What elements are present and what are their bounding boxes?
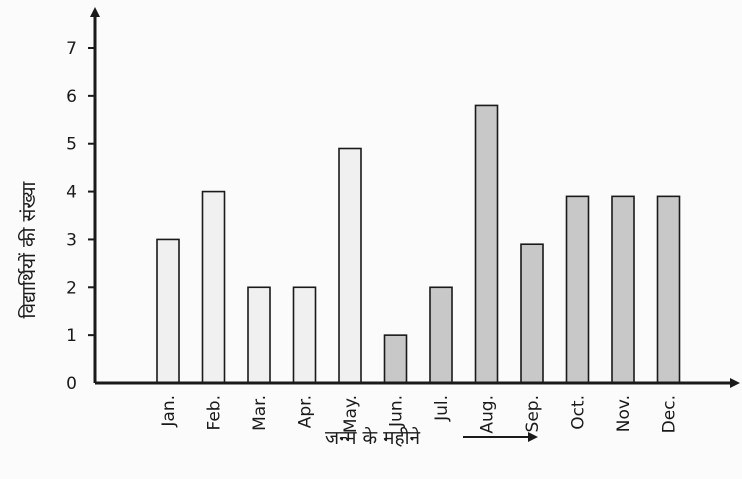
x-tick-label-mar: Mar. (250, 395, 270, 431)
bar-dec (656, 195, 681, 384)
y-tick-label-5: 5 (66, 135, 77, 155)
x-tick-label-dec: Dec. (660, 395, 680, 433)
bar-oct (565, 195, 590, 384)
x-tick-label-apr: Apr. (296, 395, 316, 428)
bar-aug (474, 104, 499, 384)
x-tick-label-jan: Jan. (159, 395, 179, 428)
bar-feb (201, 190, 226, 384)
bar-nov (611, 195, 635, 384)
x-tick-label-sep: Sep. (523, 395, 543, 432)
x-tick-label-may: May. (341, 395, 361, 433)
x-tick-label-jul: Jul. (432, 395, 452, 422)
y-ticks-group: 0 1 2 3 4 5 6 7 (66, 39, 95, 394)
y-tick-label-2: 2 (66, 278, 77, 298)
bar-jul (429, 286, 453, 384)
bar-mar (247, 286, 271, 384)
bar-jan (156, 238, 180, 384)
y-tick-label-1: 1 (66, 326, 77, 346)
bar-may (338, 147, 362, 384)
x-tick-label-oct: Oct. (569, 395, 589, 430)
bar-sep (520, 243, 544, 384)
y-tick-label-4: 4 (66, 183, 77, 203)
y-axis-title: विद्यार्थियों की संख्या (17, 180, 40, 318)
x-tick-label-aug: Aug. (478, 395, 498, 434)
x-tick-label-nov: Nov. (614, 395, 634, 432)
y-tick-label-6: 6 (66, 87, 77, 107)
y-tick-label-3: 3 (66, 230, 77, 250)
y-tick-label-0: 0 (66, 374, 77, 394)
x-tick-label-jun: Jun. (387, 395, 407, 428)
y-tick-label-7: 7 (66, 39, 77, 59)
bars-group (156, 104, 681, 384)
x-labels-group: Jan. Feb. Mar. Apr. May. Jun. Jul. Aug. Sep. Oct.… (159, 395, 680, 434)
bar-jun (383, 334, 408, 384)
bar-apr (292, 286, 317, 384)
x-axis-title: जन्म के महीने (325, 426, 421, 449)
x-tick-label-feb: Feb. (205, 395, 225, 431)
